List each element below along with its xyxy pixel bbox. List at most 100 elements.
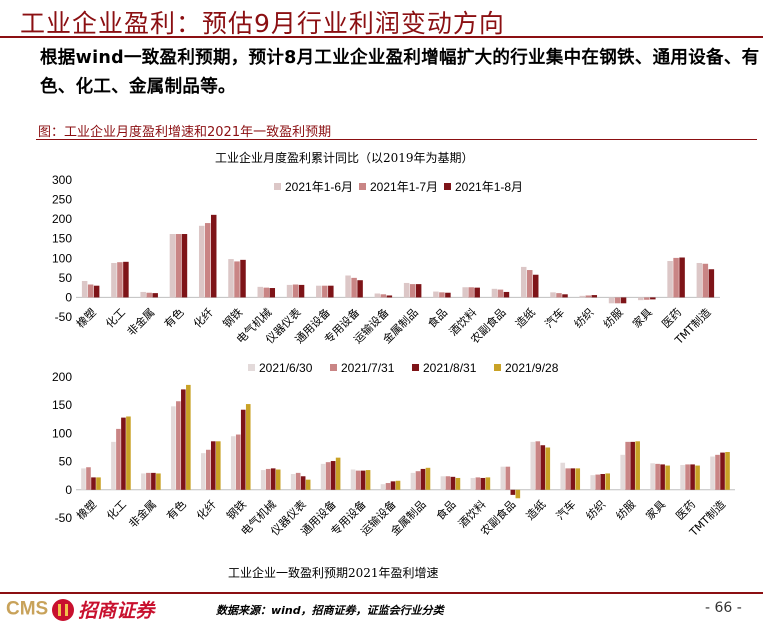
chart2-category-label: 纺织 <box>583 497 608 522</box>
chart2-bar <box>470 477 476 490</box>
chart1-ytick: 0 <box>65 290 72 304</box>
chart2-category-label: 医药 <box>673 498 698 523</box>
chart2-bar <box>540 445 546 490</box>
figure-caption-divider <box>36 139 757 140</box>
title-divider <box>0 36 763 38</box>
chart2-bar <box>290 474 296 490</box>
chart1-bar <box>620 297 627 304</box>
chart2-bar <box>695 465 700 490</box>
chart2-bar <box>116 428 121 490</box>
chart1-bar <box>445 292 451 298</box>
chart2-bar <box>86 467 91 490</box>
chart2-bar <box>725 452 730 490</box>
data-source: 数据来源：wind，招商证券，证监会行业分类 <box>216 604 444 617</box>
chart1-bar <box>380 294 387 298</box>
chart2-bar <box>710 456 715 490</box>
chart2-bar <box>270 468 276 490</box>
chart2-bar <box>565 468 571 490</box>
chart2-bar <box>201 453 206 490</box>
chart2-bar <box>715 454 720 490</box>
chart1-bar <box>111 262 117 298</box>
chart1-bar <box>462 287 468 298</box>
chart1-bar <box>526 270 533 298</box>
chart2-ytick: 0 <box>65 483 72 497</box>
chart1-bar <box>520 266 527 298</box>
chart2-bar <box>635 441 640 490</box>
chart1-bar <box>210 214 217 298</box>
chart2-bar <box>320 463 326 490</box>
chart2-bar <box>690 464 695 490</box>
chart2-bar <box>450 476 456 490</box>
chart2-ytick: 150 <box>52 398 72 412</box>
chart1-legend-label: 2021年1-8月 <box>455 180 523 194</box>
chart1-bar <box>292 284 299 298</box>
chart1-bar <box>228 259 234 298</box>
chart1-bar <box>556 293 562 298</box>
chart2-bar <box>570 468 576 490</box>
chart1-category-label: 汽车 <box>542 305 567 330</box>
chart1-bar <box>140 291 146 298</box>
chart2-bar <box>305 479 311 490</box>
chart1-bar <box>679 257 685 298</box>
chart1-bar <box>474 287 480 298</box>
chart2-bar <box>156 473 161 490</box>
chart1-category-label: 非金属 <box>124 305 157 338</box>
chart2-bar <box>605 473 610 490</box>
chart1-bar <box>263 287 270 298</box>
chart2-bar <box>415 471 421 490</box>
chart2-bar <box>96 477 101 490</box>
chart1-bar <box>644 297 650 300</box>
chart1-bar <box>491 288 498 298</box>
chart1-category-label: 造纸 <box>512 305 537 330</box>
chart1-bar <box>585 295 592 298</box>
chart1-bar <box>345 275 351 298</box>
chart1-bar <box>198 225 205 298</box>
chart1-category-label: 食品 <box>425 305 450 330</box>
chart1-category-label: 化工 <box>103 305 128 330</box>
chart2-bar <box>171 406 176 490</box>
chart1-bar <box>234 261 240 298</box>
chart2-bar <box>680 464 685 490</box>
chart1-bar <box>468 287 474 298</box>
chart2-legend-label: 2021/9/28 <box>505 361 559 375</box>
chart1-bar <box>351 277 357 298</box>
figure-caption: 图：工业企业月度盈利增速和2021年一致盈利预期 <box>38 125 332 140</box>
chart2-bar <box>230 436 236 490</box>
chart1-category-label: 有色 <box>161 305 186 330</box>
chart2-bar <box>500 466 506 490</box>
chart1-category-label: 纺服 <box>600 305 625 330</box>
chart2-category-label: 非金属 <box>126 497 159 530</box>
chart2-bar <box>440 476 446 490</box>
chart2-bar <box>206 449 211 490</box>
chart2-bar <box>81 468 86 490</box>
chart1-bar <box>433 291 439 298</box>
chart1-bar <box>81 280 88 298</box>
chart1-bar <box>240 259 246 298</box>
chart2-bar <box>410 472 416 490</box>
footer-divider <box>0 592 763 594</box>
chart1-bar <box>696 262 703 298</box>
chart2-bar <box>181 389 186 490</box>
chart1-bar <box>608 297 615 304</box>
chart1-bar <box>169 234 176 298</box>
chart2-bar <box>480 477 486 490</box>
chart2-bar <box>655 463 660 490</box>
chart1-bar <box>638 297 644 301</box>
chart2-bar <box>485 477 491 490</box>
chart1-ytick: 100 <box>52 251 72 265</box>
chart1-bar <box>328 285 334 298</box>
chart2-category-label: 钢铁 <box>224 498 249 523</box>
chart1-bar <box>497 289 504 298</box>
chart1-bar <box>579 295 586 298</box>
chart2-bar <box>535 441 541 490</box>
chart2-bar <box>390 481 396 490</box>
chart1-bar <box>87 284 94 298</box>
chart2-bar <box>625 441 630 490</box>
chart2-bar <box>575 468 581 490</box>
chart1-legend-swatch <box>274 183 281 190</box>
chart1-title: 工业企业月度盈利累计同比（以2019年为基期） <box>215 151 474 165</box>
chart1-bar <box>550 292 556 298</box>
